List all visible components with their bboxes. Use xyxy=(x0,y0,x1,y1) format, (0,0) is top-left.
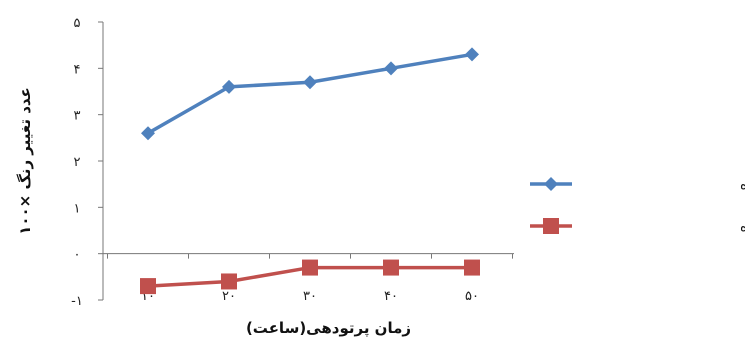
y-tick-label: ۲ xyxy=(74,155,81,170)
y-tick-label: ۵ xyxy=(74,16,81,31)
legend-item: لیگنین متیل دار شده xyxy=(530,218,745,235)
x-tick-label: ۳۰ xyxy=(303,289,317,304)
legend-item: لیگنین تیمار نشده xyxy=(530,176,745,193)
legend-label: لیگنین تیمار نشده xyxy=(740,176,745,193)
x-axis-title: زمان پرتودهی(ساعت) xyxy=(246,319,411,338)
data-point xyxy=(302,259,318,276)
legend: لیگنین تیمار نشده لیگنین متیل دار شده xyxy=(530,176,745,235)
y-tick-label: -۱ xyxy=(71,294,83,309)
x-tick-label: ۴۰ xyxy=(384,289,398,304)
x-tick-label: ۲۰ xyxy=(222,289,236,304)
series-2 xyxy=(140,259,480,295)
data-point xyxy=(141,126,155,141)
data-point xyxy=(140,278,156,295)
x-ticks: ۱۰ ۲۰ ۳۰ ۴۰ ۵۰ xyxy=(107,253,513,304)
y-ticks: ۵ ۴ ۳ ۲ ۱ ۰ -۱ xyxy=(71,16,103,309)
data-point xyxy=(221,273,237,290)
data-point xyxy=(303,75,317,90)
y-tick-label: ۳ xyxy=(74,109,81,124)
legend-label: لیگنین متیل دار شده xyxy=(740,218,745,235)
legend-marker xyxy=(544,177,558,191)
series-line xyxy=(147,52,473,135)
data-point xyxy=(384,61,398,76)
y-tick-label: ۰ xyxy=(74,248,81,263)
chart-axes xyxy=(102,22,514,300)
data-point xyxy=(465,47,479,62)
legend-marker xyxy=(543,218,559,234)
y-tick-label: ۴ xyxy=(74,62,81,77)
series-layer xyxy=(140,47,480,295)
data-point xyxy=(464,259,480,276)
data-point xyxy=(222,79,236,94)
data-point xyxy=(383,259,399,276)
y-tick-label: ۱ xyxy=(74,201,81,216)
y-axis-title: عدد تغییر رنگ ×۱۰۰ xyxy=(16,87,34,235)
x-tick-label: ۵۰ xyxy=(465,289,479,304)
series-1 xyxy=(141,47,479,141)
